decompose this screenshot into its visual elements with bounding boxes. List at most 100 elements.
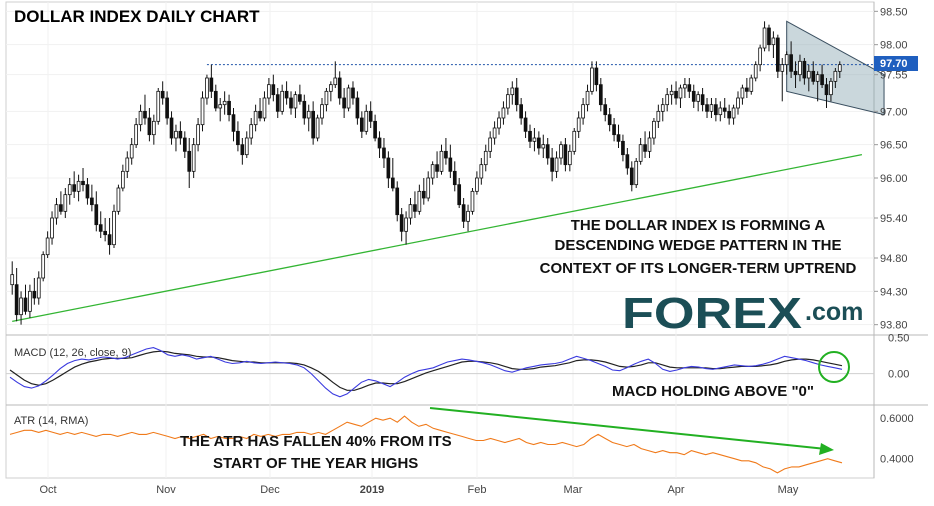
candle-body-up — [253, 110, 258, 126]
candle-body-down — [621, 140, 625, 156]
candle — [169, 111, 174, 145]
candle — [687, 78, 692, 98]
candle-body-up — [475, 177, 479, 192]
candle — [160, 81, 165, 105]
candle-body-up — [656, 110, 661, 122]
candle-body-down — [714, 104, 718, 116]
candle — [271, 74, 276, 102]
macd-tick-label: 0.50 — [888, 332, 909, 344]
candle-body-up — [205, 77, 209, 99]
candle-body-down — [612, 124, 616, 136]
candle — [811, 61, 816, 85]
candle-body-up — [771, 37, 776, 46]
candle — [457, 178, 462, 208]
candle — [616, 124, 621, 148]
candle-body-down — [213, 90, 218, 109]
candle-body-down — [182, 137, 187, 152]
candle — [404, 211, 408, 245]
candle — [652, 118, 656, 145]
candle-body-down — [793, 70, 798, 76]
candle-body-down — [98, 224, 103, 232]
candle-body-down — [722, 107, 727, 112]
candle — [45, 231, 50, 258]
candle-body-up — [492, 127, 497, 139]
candle-body-up — [740, 87, 745, 99]
candle-body-up — [138, 110, 143, 126]
price-tick-label: 95.40 — [880, 213, 908, 225]
candle-body-up — [196, 124, 200, 146]
candle — [196, 118, 200, 152]
candle-body-up — [572, 130, 577, 152]
candle-body-down — [289, 97, 293, 109]
candle-body-down — [563, 144, 568, 166]
candle — [386, 151, 391, 188]
candle-body-up — [833, 70, 838, 82]
candle-body-down — [625, 154, 630, 169]
candle-body-down — [545, 144, 550, 159]
candle — [298, 84, 302, 105]
candle-body-up — [63, 194, 68, 212]
candle-body-down — [94, 204, 99, 226]
candle — [337, 71, 342, 105]
candle — [253, 104, 258, 132]
candle-body-down — [351, 87, 355, 99]
candle — [506, 88, 510, 115]
candle — [258, 98, 262, 122]
candle — [293, 91, 298, 118]
candle — [143, 94, 147, 125]
candle — [718, 101, 723, 122]
candle-body-up — [41, 254, 46, 279]
candle-body-up — [134, 124, 138, 146]
candle-body-down — [457, 184, 462, 206]
candle-body-up — [678, 87, 683, 99]
candle-body-down — [775, 37, 780, 72]
candle — [413, 191, 417, 218]
candle-body-up — [191, 144, 196, 172]
candle-body-up — [346, 87, 351, 109]
candle — [705, 98, 709, 118]
candle — [134, 118, 138, 148]
candle-body-down — [187, 150, 192, 172]
candle — [638, 138, 643, 165]
candle-body-up — [837, 64, 842, 72]
candle — [408, 198, 413, 225]
candle-body-up — [129, 144, 134, 159]
candle — [669, 84, 674, 105]
candle — [492, 121, 497, 145]
candle-body-down — [14, 284, 19, 316]
candle — [165, 91, 169, 125]
candle — [576, 111, 581, 138]
macd-line — [9, 347, 843, 398]
candle-body-up — [116, 187, 121, 212]
candle-body-up — [262, 97, 267, 119]
price-tick-label: 97.00 — [880, 106, 908, 118]
atr-tick-label: 0.6000 — [880, 413, 914, 425]
candle-body-down — [421, 190, 426, 199]
candle-body-down — [85, 184, 90, 199]
candle-body-up — [267, 84, 271, 99]
candle — [222, 91, 227, 115]
uptrend-green-line — [12, 154, 863, 322]
candle — [359, 111, 364, 138]
candle — [382, 138, 386, 168]
candle — [563, 138, 568, 172]
candle-body-down — [413, 204, 417, 212]
macd-annotation: MACD HOLDING ABOVE "0" — [612, 383, 814, 400]
candle — [116, 184, 121, 215]
candle — [346, 84, 351, 112]
candle-body-down — [147, 117, 152, 136]
candle-body-up — [249, 124, 254, 139]
macd-tick-label: 0.00 — [888, 369, 909, 381]
candle — [550, 148, 554, 182]
candle — [470, 188, 475, 215]
candle — [700, 88, 705, 112]
candle-body-down — [178, 130, 183, 139]
current-price-label-box — [874, 56, 918, 71]
candle-body-down — [382, 147, 386, 159]
candle — [678, 84, 683, 108]
candle-body-up — [758, 47, 762, 66]
candle — [98, 211, 103, 238]
candle — [501, 101, 506, 125]
candle — [771, 31, 776, 58]
